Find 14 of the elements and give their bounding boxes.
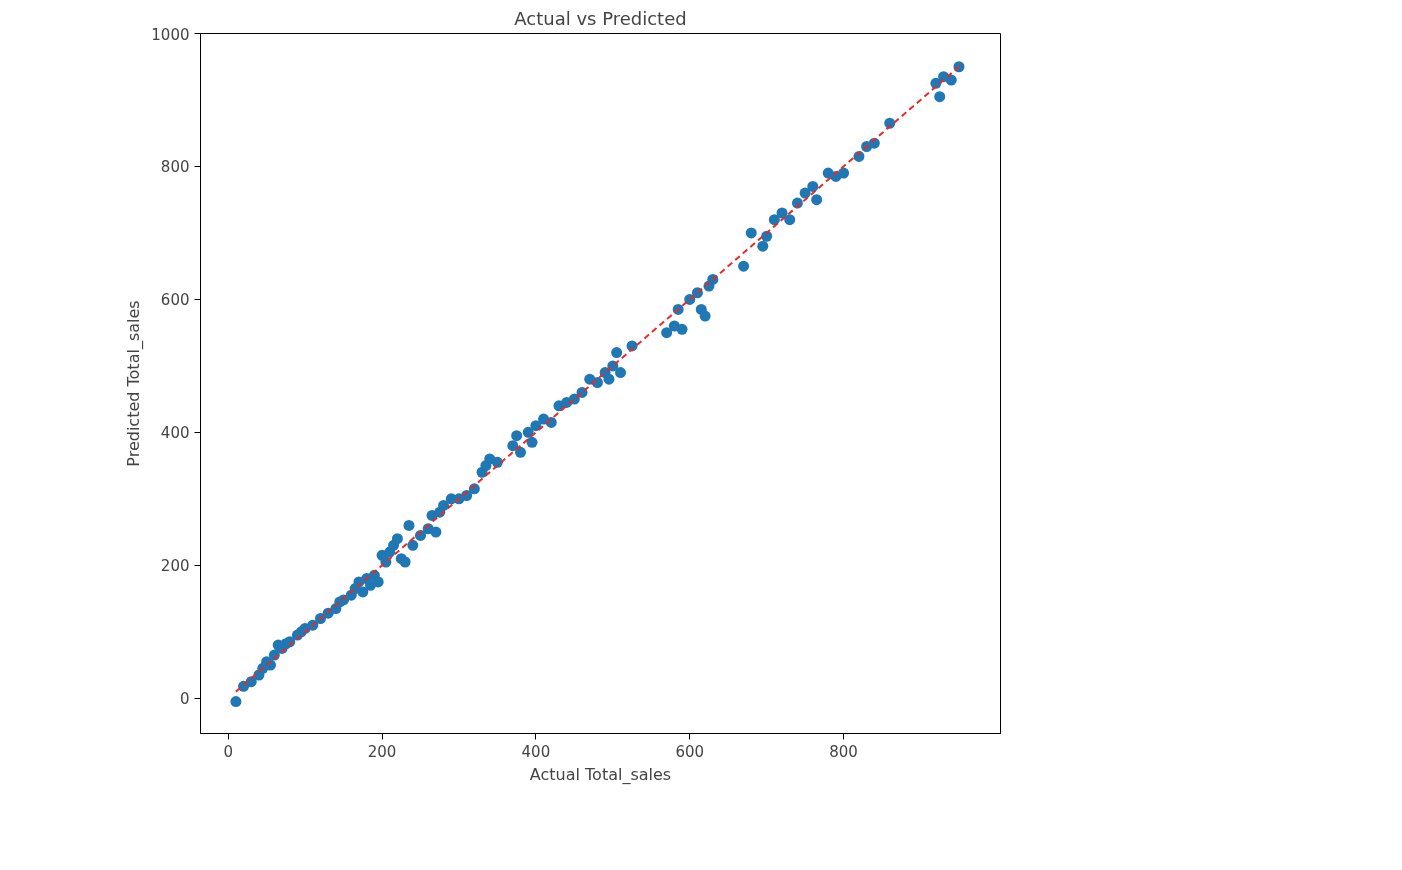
y-tick-label: 600 <box>160 291 190 310</box>
x-tick-label: 200 <box>367 742 397 761</box>
y-tick-label: 1000 <box>151 25 190 44</box>
x-tick-label: 400 <box>521 742 551 761</box>
chart-title: Actual vs Predicted <box>514 7 687 29</box>
x-tick-label: 600 <box>675 742 705 761</box>
y-tick-label: 200 <box>160 557 190 576</box>
y-axis-title: Predicted Total_sales <box>124 300 145 467</box>
x-axis-title: Actual Total_sales <box>529 764 672 785</box>
y-tick-label: 800 <box>160 158 190 177</box>
x-tick-label: 0 <box>223 742 233 761</box>
y-tick-label: 0 <box>179 690 190 709</box>
x-tick-label: 800 <box>829 742 858 761</box>
y-tick-label: 400 <box>160 424 190 443</box>
